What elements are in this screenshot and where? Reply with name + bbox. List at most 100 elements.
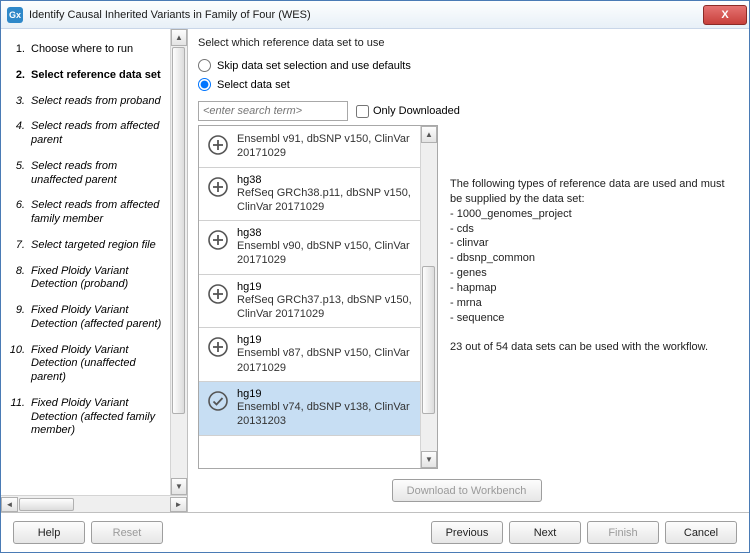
info-type-item: - clinvar	[450, 236, 735, 251]
footer: Help Reset Previous Next Finish Cancel	[1, 512, 749, 552]
dataset-subtitle: Ensembl v91, dbSNP v150, ClinVar 2017102…	[237, 132, 412, 161]
wizard-step[interactable]: 4.Select reads from affected parent	[9, 114, 168, 154]
dataset-subtitle: Ensembl v90, dbSNP v150, ClinVar 2017102…	[237, 239, 412, 268]
dataset-list-wrap: Ensembl v91, dbSNP v150, ClinVar 2017102…	[198, 125, 438, 469]
step-number: 6.	[9, 199, 31, 227]
scroll-thumb[interactable]	[19, 498, 74, 511]
wizard-step[interactable]: 10.Fixed Ploidy Variant Detection (unaff…	[9, 338, 168, 391]
radio-skip-input[interactable]	[198, 59, 211, 72]
content-area: 1.Choose where to run2.Select reference …	[1, 29, 749, 512]
dataset-name: hg19	[237, 334, 412, 346]
wizard-step[interactable]: 1.Choose where to run	[9, 37, 168, 63]
info-type-item: - 1000_genomes_project	[450, 207, 735, 222]
wizard-step[interactable]: 11.Fixed Ploidy Variant Detection (affec…	[9, 391, 168, 444]
info-types-list: - 1000_genomes_project - cds - clinvar -…	[450, 207, 735, 326]
cancel-button[interactable]: Cancel	[665, 521, 737, 544]
scroll-left-icon[interactable]: ◄	[1, 497, 18, 512]
next-button[interactable]: Next	[509, 521, 581, 544]
dataset-text: hg19Ensembl v74, dbSNP v138, ClinVar 201…	[237, 388, 412, 429]
info-type-item: - genes	[450, 266, 735, 281]
dataset-item[interactable]: hg19Ensembl v74, dbSNP v138, ClinVar 201…	[199, 382, 420, 436]
radio-select-dataset[interactable]: Select data set	[198, 78, 735, 91]
wizard-step[interactable]: 7.Select targeted region file	[9, 233, 168, 259]
wizard-step[interactable]: 2.Select reference data set	[9, 63, 168, 89]
scroll-track[interactable]	[171, 46, 187, 478]
dataset-item[interactable]: hg19Ensembl v87, dbSNP v150, ClinVar 201…	[199, 328, 420, 382]
scroll-track[interactable]	[18, 497, 170, 512]
wizard-step[interactable]: 9.Fixed Ploidy Variant Detection (affect…	[9, 298, 168, 338]
radio-skip-label: Skip data set selection and use defaults	[217, 60, 411, 72]
download-to-workbench-button[interactable]: Download to Workbench	[392, 479, 542, 502]
step-number: 10.	[9, 344, 31, 385]
scroll-down-icon[interactable]: ▼	[421, 451, 437, 468]
dataset-subtitle: RefSeq GRCh37.p13, dbSNP v150, ClinVar 2…	[237, 293, 412, 322]
scroll-right-icon[interactable]: ►	[170, 497, 187, 512]
step-label: Fixed Ploidy Variant Detection (affected…	[31, 397, 168, 438]
radio-select-label: Select data set	[217, 79, 290, 91]
scroll-down-icon[interactable]: ▼	[171, 478, 187, 495]
step-number: 2.	[9, 69, 31, 83]
info-type-item: - dbsnp_common	[450, 251, 735, 266]
close-button[interactable]: X	[703, 5, 747, 25]
scroll-track[interactable]	[421, 143, 437, 451]
step-label: Choose where to run	[31, 43, 168, 57]
dataset-name: hg19	[237, 388, 412, 400]
sidebar-vertical-scrollbar[interactable]: ▲ ▼	[170, 29, 187, 495]
info-type-item: - hapmap	[450, 281, 735, 296]
scroll-up-icon[interactable]: ▲	[421, 126, 437, 143]
info-type-item: - mrna	[450, 296, 735, 311]
wizard-step[interactable]: 6.Select reads from affected family memb…	[9, 193, 168, 233]
step-label: Select reads from affected parent	[31, 120, 168, 148]
dataset-subtitle: Ensembl v87, dbSNP v150, ClinVar 2017102…	[237, 346, 412, 375]
app-icon: Gx	[7, 7, 23, 23]
radio-select-input[interactable]	[198, 78, 211, 91]
scroll-thumb[interactable]	[422, 266, 435, 414]
step-label: Fixed Ploidy Variant Detection (unaffect…	[31, 344, 168, 385]
search-input[interactable]	[198, 101, 348, 121]
radio-skip-defaults[interactable]: Skip data set selection and use defaults	[198, 59, 735, 72]
dataset-subtitle: RefSeq GRCh38.p11, dbSNP v150, ClinVar 2…	[237, 186, 412, 215]
plus-icon	[207, 283, 229, 305]
wizard-step[interactable]: 5.Select reads from unaffected parent	[9, 154, 168, 194]
finish-button[interactable]: Finish	[587, 521, 659, 544]
only-downloaded-input[interactable]	[356, 105, 369, 118]
dataset-text: hg19Ensembl v87, dbSNP v150, ClinVar 201…	[237, 334, 412, 375]
scroll-thumb[interactable]	[172, 47, 185, 414]
section-heading: Select which reference data set to use	[198, 37, 735, 49]
step-label: Select reference data set	[31, 69, 168, 83]
dataset-item[interactable]: Ensembl v91, dbSNP v150, ClinVar 2017102…	[199, 126, 420, 168]
step-label: Select reads from proband	[31, 95, 168, 109]
previous-button[interactable]: Previous	[431, 521, 503, 544]
step-number: 8.	[9, 265, 31, 293]
scroll-up-icon[interactable]: ▲	[171, 29, 187, 46]
main-panel: Select which reference data set to use S…	[188, 29, 749, 512]
dataset-text: hg38Ensembl v90, dbSNP v150, ClinVar 201…	[237, 227, 412, 268]
dataset-item[interactable]: hg38Ensembl v90, dbSNP v150, ClinVar 201…	[199, 221, 420, 275]
only-downloaded-checkbox[interactable]: Only Downloaded	[356, 105, 460, 118]
dataset-scrollbar[interactable]: ▲ ▼	[420, 126, 437, 468]
help-button[interactable]: Help	[13, 521, 85, 544]
step-number: 11.	[9, 397, 31, 438]
dialog-window: Gx Identify Causal Inherited Variants in…	[0, 0, 750, 553]
dataset-text: Ensembl v91, dbSNP v150, ClinVar 2017102…	[237, 132, 412, 161]
dataset-text: hg19RefSeq GRCh37.p13, dbSNP v150, ClinV…	[237, 281, 412, 322]
step-label: Fixed Ploidy Variant Detection (proband)	[31, 265, 168, 293]
dataset-subtitle: Ensembl v74, dbSNP v138, ClinVar 2013120…	[237, 400, 412, 429]
dataset-item[interactable]: hg19RefSeq GRCh37.p13, dbSNP v150, ClinV…	[199, 275, 420, 329]
dataset-list[interactable]: Ensembl v91, dbSNP v150, ClinVar 2017102…	[199, 126, 420, 468]
middle-row: Ensembl v91, dbSNP v150, ClinVar 2017102…	[198, 125, 735, 469]
only-downloaded-label: Only Downloaded	[373, 105, 460, 117]
download-row: Download to Workbench	[198, 469, 735, 506]
plus-icon	[207, 336, 229, 358]
sidebar-horizontal-scrollbar[interactable]: ◄ ►	[1, 495, 187, 512]
titlebar[interactable]: Gx Identify Causal Inherited Variants in…	[1, 1, 749, 29]
step-label: Select reads from affected family member	[31, 199, 168, 227]
wizard-step[interactable]: 3.Select reads from proband	[9, 89, 168, 115]
step-label: Select targeted region file	[31, 239, 168, 253]
wizard-step[interactable]: 8.Fixed Ploidy Variant Detection (proban…	[9, 259, 168, 299]
wizard-steps: 1.Choose where to run2.Select reference …	[1, 29, 170, 495]
wizard-sidebar: 1.Choose where to run2.Select reference …	[1, 29, 188, 512]
window-title: Identify Causal Inherited Variants in Fa…	[29, 9, 703, 21]
reset-button[interactable]: Reset	[91, 521, 163, 544]
dataset-item[interactable]: hg38RefSeq GRCh38.p11, dbSNP v150, ClinV…	[199, 168, 420, 222]
